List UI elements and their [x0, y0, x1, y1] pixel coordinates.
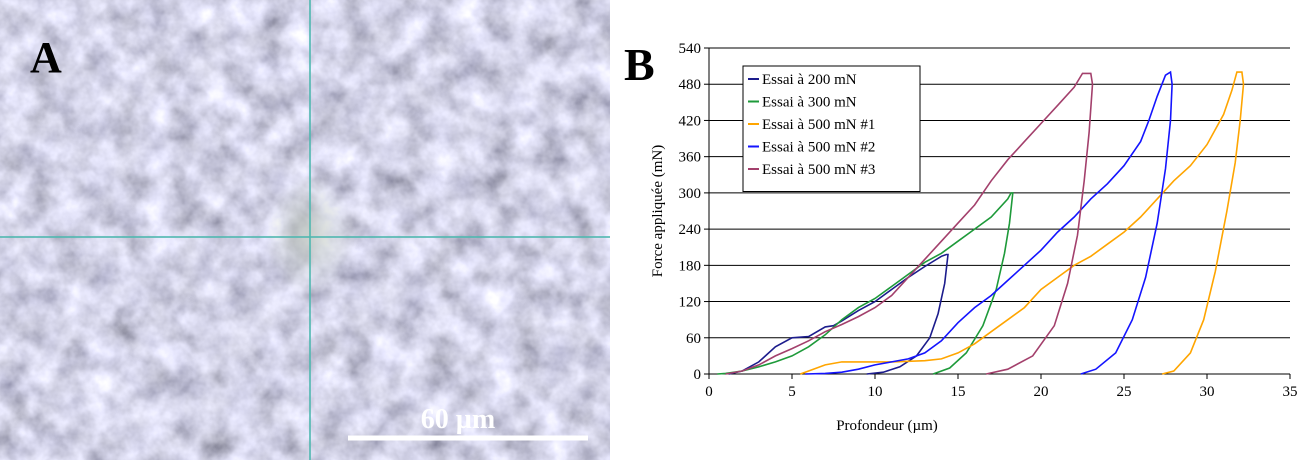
y-tick-label: 120	[679, 295, 702, 311]
x-tick-label: 20	[1034, 384, 1049, 400]
chart: B Profondeur (µm) Force appliquée (mN) 0…	[624, 39, 1298, 434]
panel-label: A	[30, 33, 62, 82]
y-tick-label: 540	[679, 41, 702, 57]
legend-label: Essai à 500 mN #2	[762, 140, 875, 156]
series-line	[725, 72, 1094, 375]
legend-box	[742, 65, 921, 192]
x-tick-label: 35	[1283, 384, 1298, 400]
y-tick-label: 420	[679, 113, 702, 129]
x-tick-label: 30	[1200, 384, 1215, 400]
x-tick-label: 15	[951, 384, 966, 400]
x-axis-label: Profondeur (µm)	[836, 418, 938, 434]
scale-bar-label: 60 µm	[421, 404, 495, 435]
series-line	[728, 253, 949, 375]
series-line	[805, 70, 1173, 375]
y-tick-label: 180	[679, 258, 702, 274]
y-tick-label: 60	[686, 331, 701, 347]
legend-label: Essai à 500 mN #3	[762, 162, 875, 178]
legend-label: Essai à 300 mN	[762, 95, 857, 111]
y-tick-label: 360	[679, 150, 702, 166]
x-tick-label: 25	[1117, 384, 1132, 400]
y-tick-label: 0	[694, 367, 702, 383]
series-line	[717, 192, 1014, 375]
legend-label: Essai à 500 mN #1	[762, 117, 875, 133]
x-tick-label: 0	[705, 384, 713, 400]
x-tick-label: 10	[868, 384, 883, 400]
panel-label: B	[624, 39, 655, 90]
y-tick-label: 300	[679, 186, 702, 202]
x-tick-label: 5	[788, 384, 796, 400]
y-tick-label: 480	[679, 77, 702, 93]
y-axis-label: Force appliquée (mN)	[650, 145, 666, 277]
legend-label: Essai à 200 mN	[762, 72, 857, 88]
y-tick-label: 240	[679, 222, 702, 238]
micrograph: 60 µm A	[0, 0, 610, 460]
